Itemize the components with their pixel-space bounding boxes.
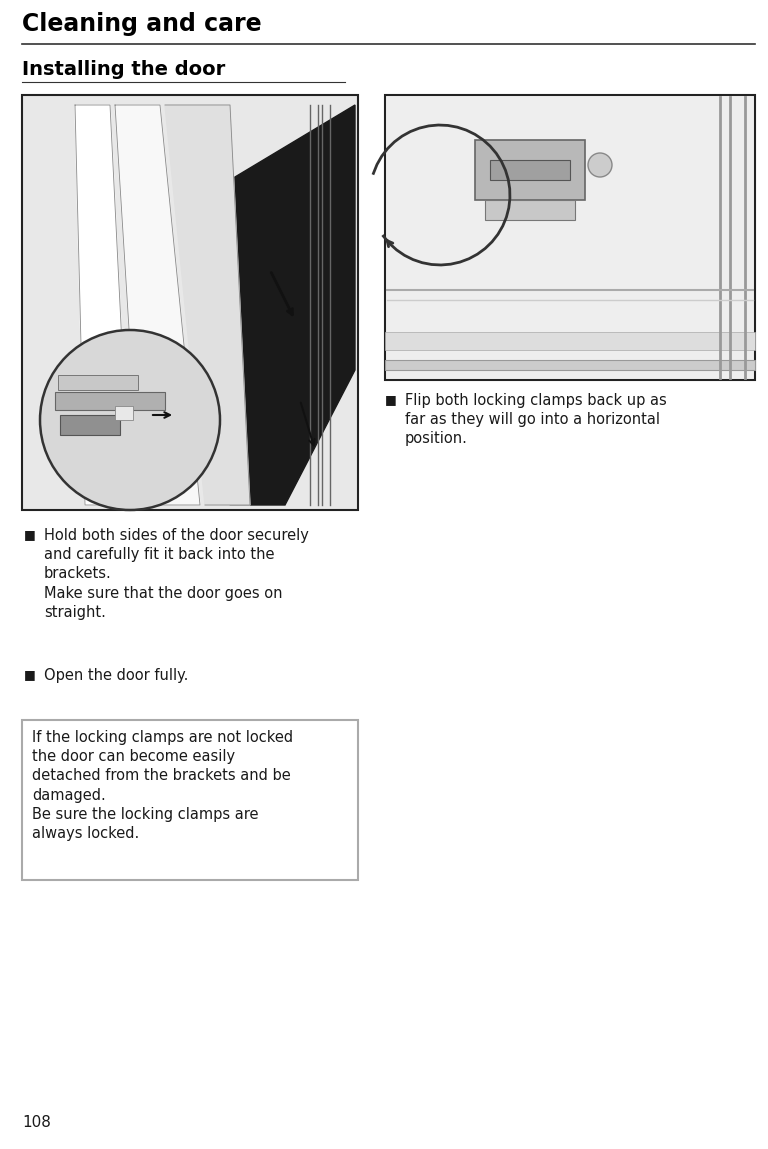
Text: Open the door fully.: Open the door fully. — [44, 668, 188, 683]
Text: Hold both sides of the door securely
and carefully fit it back into the
brackets: Hold both sides of the door securely and… — [44, 529, 309, 619]
Polygon shape — [115, 105, 200, 506]
Bar — [385, 332, 755, 350]
Polygon shape — [75, 105, 130, 506]
Circle shape — [588, 153, 612, 177]
Text: 108: 108 — [22, 1115, 51, 1129]
Polygon shape — [165, 105, 250, 506]
Circle shape — [40, 330, 220, 510]
Text: ■: ■ — [24, 668, 36, 681]
Bar — [115, 406, 133, 421]
Bar — [22, 720, 358, 880]
Bar — [55, 392, 165, 410]
Text: ■: ■ — [24, 529, 36, 541]
Bar — [58, 375, 138, 390]
Polygon shape — [230, 105, 355, 506]
Bar — [385, 95, 755, 380]
Bar — [387, 97, 753, 378]
Bar — [60, 415, 120, 435]
Text: Flip both locking clamps back up as
far as they will go into a horizontal
positi: Flip both locking clamps back up as far … — [405, 393, 667, 447]
Bar — [22, 95, 358, 510]
Bar — [475, 140, 585, 200]
Bar — [385, 360, 755, 370]
Text: If the locking clamps are not locked
the door can become easily
detached from th: If the locking clamps are not locked the… — [32, 730, 293, 841]
Bar — [485, 200, 575, 219]
Text: Installing the door: Installing the door — [22, 60, 225, 79]
Text: Cleaning and care: Cleaning and care — [22, 11, 262, 36]
Text: ■: ■ — [385, 393, 397, 406]
Bar — [490, 160, 570, 180]
